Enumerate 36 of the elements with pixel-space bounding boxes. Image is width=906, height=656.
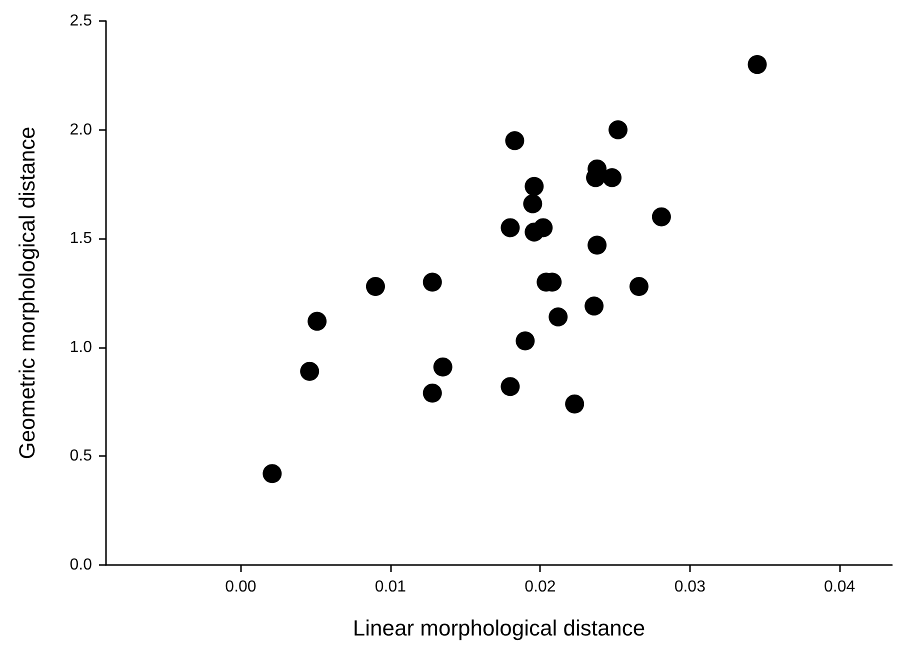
x-axis-title: Linear morphological distance [352,616,646,640]
point [548,307,568,326]
point [565,394,584,414]
x-tick-label: 0.02 [524,578,556,596]
point [534,218,553,238]
y-tick-label: 1.0 [70,338,92,356]
point [748,55,767,74]
point [608,120,628,140]
y-tick-label: 0.0 [70,556,92,574]
point [588,236,607,255]
point [433,357,452,376]
point [630,276,648,296]
point [505,131,524,150]
x-tick-label: 0.04 [824,578,856,596]
point [516,331,535,350]
point [523,194,542,214]
point [422,272,442,292]
x-tick-label: 0.01 [374,578,406,596]
point [308,312,327,331]
y-tick-label: 2.0 [70,121,92,138]
point [500,377,520,396]
point [366,276,385,296]
point [524,176,544,196]
point [602,168,622,188]
point [422,384,442,403]
point [300,362,320,381]
y-tick-label: 1.5 [70,230,92,248]
point [652,207,671,226]
point [262,464,282,484]
y-tick-label: 2.5 [70,12,92,30]
point [584,296,604,316]
point [500,218,520,238]
y-axis-title: Geometric morphological distance [14,126,40,460]
x-tick-label: 0.00 [225,578,256,596]
x-tick-label: 0.03 [674,578,706,596]
y-tick-label: 0.5 [70,448,92,465]
